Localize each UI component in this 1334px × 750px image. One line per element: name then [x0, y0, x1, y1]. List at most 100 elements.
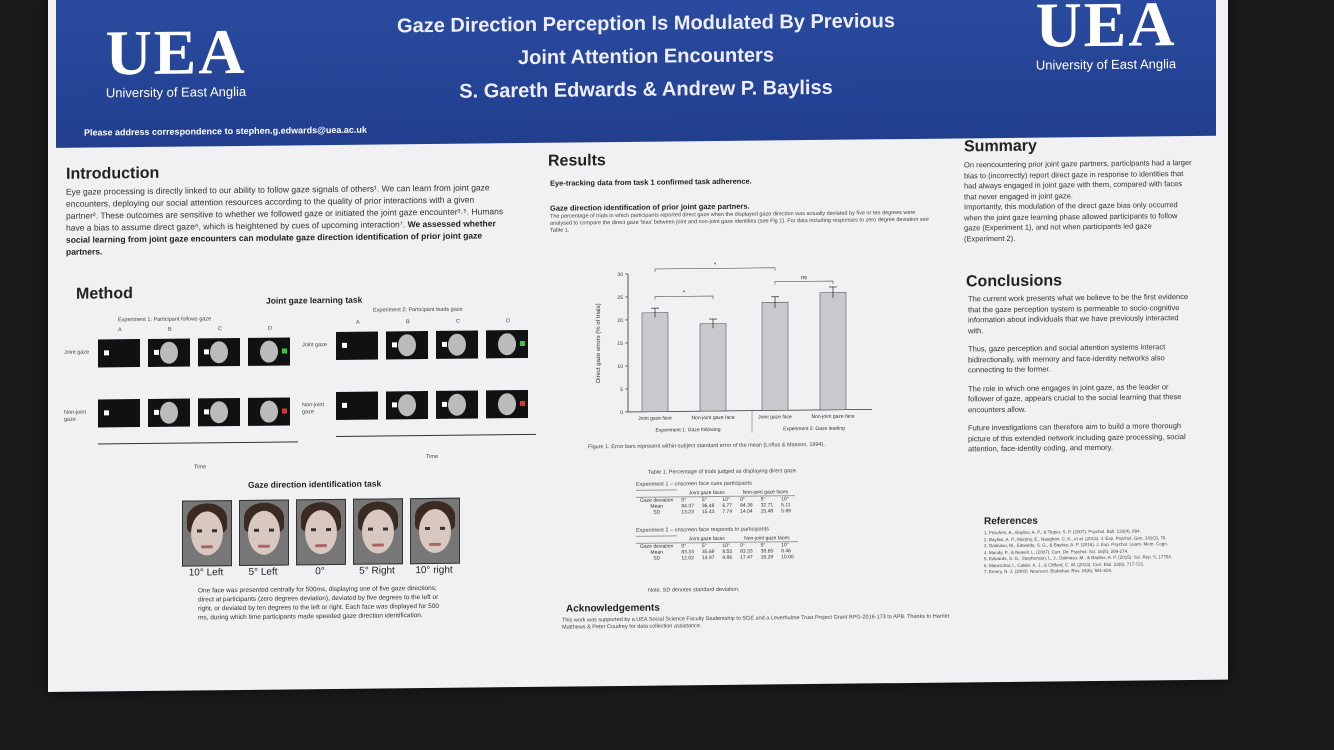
face-label: 0°	[315, 566, 325, 578]
table-cell: 9.86	[722, 554, 733, 561]
face-eyes	[368, 527, 388, 531]
bar	[641, 312, 669, 413]
x-tick-label: Non-joint gaze face	[811, 414, 854, 420]
table-cell: 10.00	[781, 553, 794, 560]
face-photo	[239, 499, 289, 566]
face-head	[248, 510, 280, 555]
target-dot	[154, 349, 159, 355]
stimulus-tile	[336, 391, 378, 420]
column-letter: A	[356, 319, 360, 326]
correspondence: Please address correspondence to stephen…	[84, 124, 367, 138]
table-cell: 18.28	[760, 553, 774, 561]
tile-face	[260, 340, 278, 363]
face-mouth	[372, 543, 384, 547]
time-label-1: Time	[194, 464, 207, 471]
stimulus-tile	[198, 397, 240, 427]
table-cell: 14.97	[701, 554, 715, 561]
face-label: 10° Left	[188, 567, 224, 579]
row-label: Joint gaze	[64, 349, 90, 356]
column-letter: D	[268, 325, 272, 332]
stimulus-tile	[386, 391, 428, 420]
table-block: Joint gaze faces Non-joint gaze faces Gaze…	[636, 534, 798, 561]
method-heading: Method	[76, 285, 133, 303]
table-row-head: Gaze deviation	[636, 496, 678, 504]
conclusions-p2: Thus, gaze perception and social attenti…	[968, 342, 1166, 375]
significance-bracket	[654, 295, 714, 300]
tile-face	[448, 333, 466, 356]
reference-item: 7. Emery, N. J. (2000). Neurosci. Biobeh…	[984, 567, 1113, 575]
target-dot	[104, 350, 109, 356]
introduction-body: Eye gaze processing is directly linked t…	[66, 181, 506, 258]
y-tick-label: 15	[617, 341, 623, 347]
column-letter: A	[118, 327, 122, 334]
tile-face	[498, 393, 516, 416]
uea-logo-right: UEA University of East Anglia	[1026, 0, 1186, 73]
summary-body: On reencountering prior joint gaze partn…	[964, 158, 1192, 244]
x-tick-label: Non-joint gaze face	[691, 415, 734, 421]
face-head	[191, 511, 223, 556]
stimulus-tile	[148, 398, 190, 427]
table-cell: 12.02	[681, 554, 694, 561]
conclusions-p4: Future investigations can therefore aim …	[968, 421, 1186, 454]
time-arrow	[98, 441, 298, 445]
tile-face	[160, 401, 178, 424]
time-arrow	[336, 433, 536, 437]
face-mouth	[201, 545, 213, 549]
logo-mark: UEA	[1035, 0, 1177, 61]
id-task-title: Gaze direction identification task	[248, 478, 382, 490]
table-group-head: Non-joint gaze faces	[744, 534, 790, 542]
stimulus-tile	[248, 337, 290, 366]
face-label: 5° Right	[359, 565, 395, 577]
face-head	[362, 509, 394, 554]
y-tick-label: 30	[617, 272, 623, 278]
table-cell: 7.74	[722, 508, 733, 515]
face-photo	[353, 498, 403, 565]
group-label: Experiment 1: Gaze following	[655, 427, 720, 434]
face-head	[419, 508, 451, 554]
stimulus-tile	[98, 399, 140, 428]
id-task-description: One face was presented centrally for 500…	[198, 584, 440, 622]
stimulus-tile	[198, 337, 240, 367]
tile-face	[498, 333, 516, 356]
tile-face	[210, 341, 228, 364]
conclusions-p3: The role in which one engages in joint g…	[968, 381, 1182, 414]
stimulus-tile	[248, 397, 290, 426]
table-cell: 5.89	[781, 507, 791, 514]
y-tick-label: 10	[617, 364, 623, 370]
y-tick-label: 5	[620, 387, 623, 393]
significance-bracket	[774, 280, 834, 285]
time-label-2: Time	[426, 453, 439, 461]
target-dot	[342, 342, 347, 348]
results-heading: Results	[548, 152, 606, 170]
acknowledgements-text: This work was supported by a UEA Social …	[562, 613, 950, 631]
y-axis-label: Direct gaze errors (% of trials)	[596, 303, 602, 383]
table-cell: 13.23	[681, 508, 694, 515]
table-row-label: SD	[653, 555, 661, 562]
stimulus-tile	[486, 329, 528, 359]
table-exp-title: Experiment 2 – onscreen face responds to…	[636, 526, 769, 534]
bar	[699, 323, 727, 412]
face-mouth	[429, 542, 441, 547]
poster-title: Gaze Direction Perception Is Modulated B…	[276, 4, 1016, 111]
x-tick-label: Joint gaze face	[638, 415, 672, 421]
exp1-label: Experiment 1: Participant follows gaze	[118, 316, 212, 324]
column-letter: B	[168, 326, 172, 333]
conclusions-heading: Conclusions	[966, 272, 1063, 291]
target-dot	[282, 408, 287, 414]
bar-chart: 0 5 10 15 20 25 30 Direct gaze errors (% of tri…	[596, 262, 872, 434]
column-letter: C	[456, 318, 460, 325]
poster-header: UEA University of East Anglia Gaze Direc…	[56, 0, 1216, 148]
table-group-head: Non-joint gaze faces	[742, 488, 789, 496]
introduction-heading: Introduction	[66, 164, 160, 183]
references-heading: References	[984, 515, 1038, 528]
column-letter: D	[506, 318, 510, 325]
significance-label: ns	[801, 275, 807, 281]
target-dot	[342, 402, 347, 408]
column-letter: B	[406, 319, 410, 326]
authors: S. Gareth Edwards & Andrew P. Bayliss	[459, 76, 833, 103]
target-dot	[442, 401, 447, 407]
face-label: 10° right	[415, 564, 453, 577]
row-label: Non-joint gaze	[302, 402, 325, 416]
target-dot	[154, 409, 159, 415]
target-dot	[392, 342, 397, 348]
